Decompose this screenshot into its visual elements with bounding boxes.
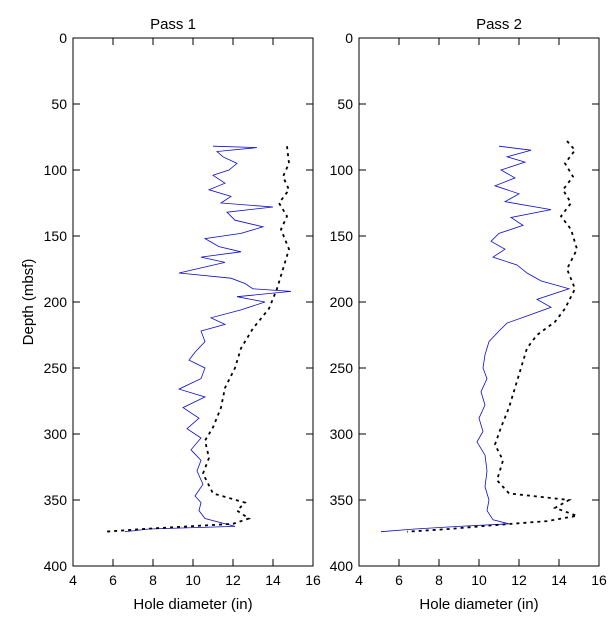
y-tick-label: 100	[44, 162, 68, 178]
plot-frame-pass-1	[72, 37, 314, 567]
y-tick-label: 350	[44, 492, 68, 508]
x-axis-label-pass-1: Hole diameter (in)	[133, 596, 252, 613]
x-tick-label: 16	[591, 572, 607, 588]
caliper-series-dashed	[406, 140, 581, 533]
x-tick-label: 12	[511, 572, 527, 588]
plot-frame-pass-2	[358, 37, 600, 567]
x-axis-label-pass-2: Hole diameter (in)	[419, 596, 538, 613]
x-axis-pass-2: 4 6 8 10 12 14 16	[355, 38, 607, 588]
panel-title-pass-2: Pass 2	[476, 16, 522, 33]
y-tick-label: 300	[330, 426, 354, 442]
series-group-pass-1	[104, 145, 292, 533]
x-tick-label: 8	[149, 572, 157, 588]
caliper-series-dashed	[104, 146, 291, 533]
x-tick-label: 14	[265, 572, 281, 588]
x-tick-label: 4	[355, 572, 363, 588]
y-tick-label: 400	[44, 558, 68, 574]
y-tick-label: 50	[51, 96, 67, 112]
x-tick-label: 6	[395, 572, 403, 588]
x-tick-label: 4	[69, 572, 77, 588]
x-axis-pass-1: 4 6 8 10 12 14 16	[69, 38, 321, 588]
x-tick-label: 10	[185, 572, 201, 588]
x-tick-label: 8	[435, 572, 443, 588]
y-tick-label: 100	[330, 162, 354, 178]
series-group-pass-2	[380, 140, 581, 533]
y-tick-label: 250	[330, 360, 354, 376]
y-tick-label: 150	[330, 228, 354, 244]
x-tick-label: 6	[109, 572, 117, 588]
x-tick-label: 14	[551, 572, 567, 588]
y-tick-label: 0	[59, 30, 67, 46]
y-axis-label: Depth (mbsf)	[20, 259, 37, 346]
y-tick-label: 150	[44, 228, 68, 244]
panel-title-pass-1: Pass 1	[150, 16, 196, 33]
x-tick-label: 16	[305, 572, 321, 588]
y-tick-label: 400	[330, 558, 354, 574]
y-axis-pass-1: 0 50 100 150 200 250 300 350 400	[44, 30, 313, 574]
y-tick-label: 50	[337, 96, 353, 112]
y-axis-pass-2: 0 50 100 150 200 250 300 350 400	[330, 30, 599, 574]
x-tick-label: 12	[225, 572, 241, 588]
caliper-series-solid	[380, 145, 571, 533]
panel-pass-2: Pass 2 0 50 100 150 200 250 300 350 400 4 6 8 10 12 1…	[330, 16, 607, 613]
y-tick-label: 0	[345, 30, 353, 46]
y-tick-label: 200	[44, 294, 68, 310]
y-tick-label: 350	[330, 492, 354, 508]
caliper-series-solid	[124, 145, 292, 533]
x-tick-label: 10	[471, 572, 487, 588]
y-tick-label: 300	[44, 426, 68, 442]
y-tick-label: 200	[330, 294, 354, 310]
y-tick-label: 250	[44, 360, 68, 376]
panel-pass-1: Pass 1 0 50 100 150 200 250 300 350 400 4 6 8 10 12 1…	[20, 16, 321, 613]
